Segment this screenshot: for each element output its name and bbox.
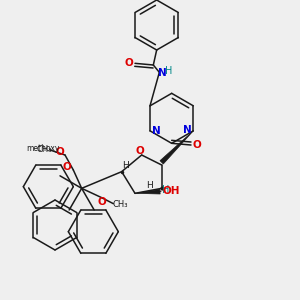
Text: N: N — [183, 125, 192, 135]
Text: O: O — [63, 162, 72, 172]
Text: O: O — [56, 147, 64, 157]
Text: CH₃: CH₃ — [36, 146, 52, 154]
Text: OH: OH — [162, 186, 180, 196]
Text: •: • — [158, 188, 162, 194]
Text: O: O — [125, 58, 134, 68]
Text: N: N — [158, 68, 166, 78]
Text: methoxy: methoxy — [26, 144, 59, 153]
Text: H: H — [122, 161, 129, 170]
Text: CH₃: CH₃ — [112, 200, 128, 209]
Text: H: H — [146, 181, 153, 190]
Text: O: O — [136, 146, 144, 156]
Text: O: O — [193, 140, 201, 150]
Text: N: N — [152, 126, 160, 136]
Text: O: O — [98, 197, 107, 207]
Polygon shape — [135, 189, 160, 194]
Text: H: H — [165, 66, 172, 76]
Text: H: H — [162, 185, 170, 195]
Polygon shape — [160, 131, 193, 164]
